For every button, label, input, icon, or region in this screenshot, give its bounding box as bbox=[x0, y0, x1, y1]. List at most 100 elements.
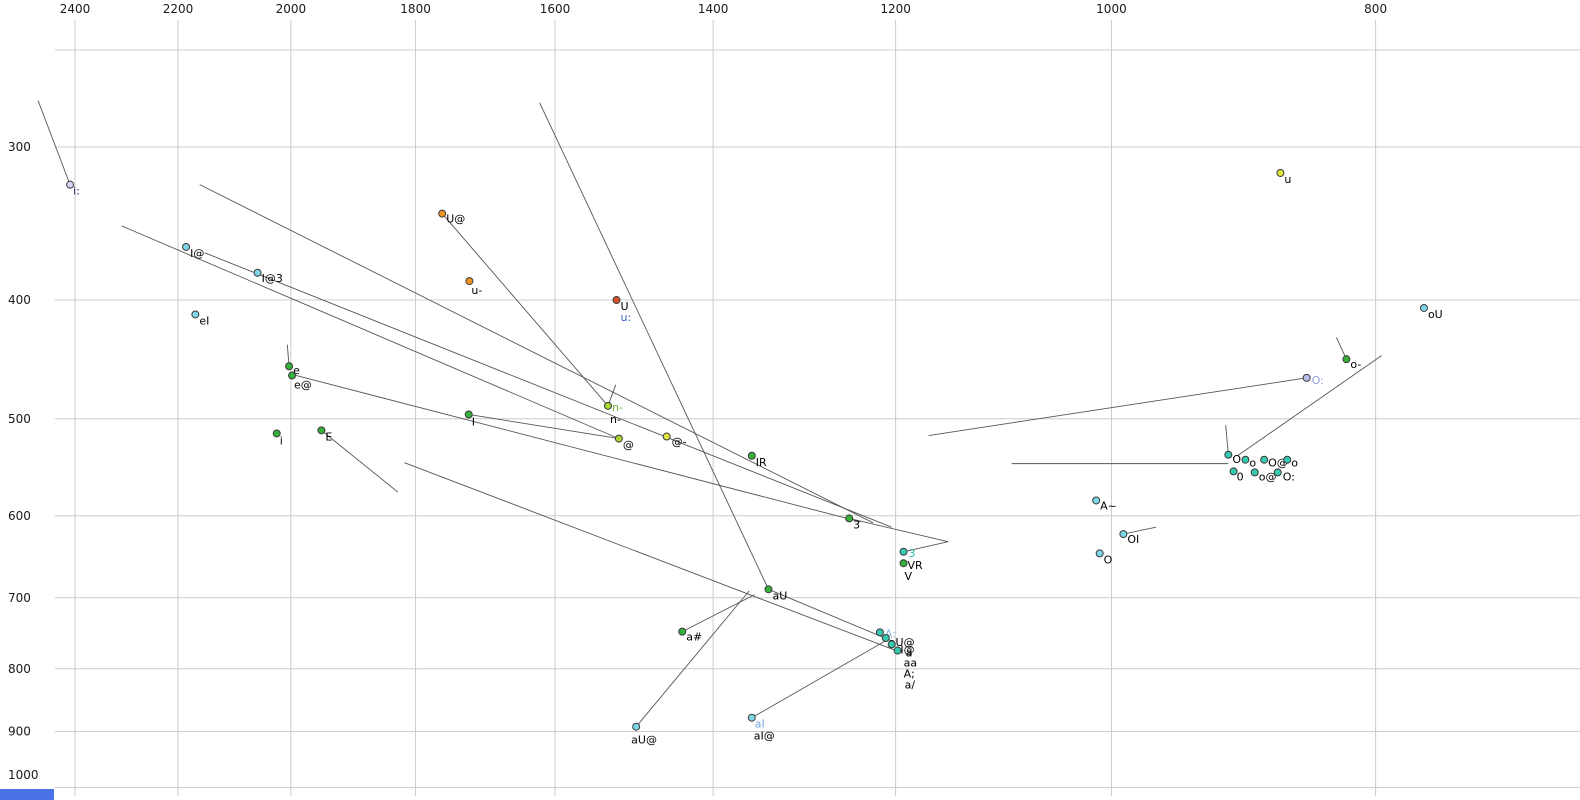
data-point-Oc_Olong[interactable] bbox=[1273, 468, 1282, 477]
point-label-U-1: u: bbox=[621, 311, 632, 324]
data-point-U_at[interactable] bbox=[438, 209, 447, 218]
tick-label-x-2000: 2000 bbox=[276, 2, 307, 16]
data-point-three[interactable] bbox=[845, 514, 854, 523]
trajectory-line-4 bbox=[121, 225, 620, 440]
data-point-A_long[interactable] bbox=[875, 628, 884, 637]
point-label-e_at-0: e@ bbox=[294, 379, 312, 392]
data-point-Oc_oat[interactable] bbox=[1250, 468, 1259, 477]
point-label-VR-1: V bbox=[905, 570, 913, 583]
tick-label-x-1400: 1400 bbox=[698, 2, 729, 16]
data-point-a_hash[interactable] bbox=[678, 627, 687, 636]
point-label-o_bar-0: o- bbox=[1350, 358, 1361, 371]
trajectory-line-7 bbox=[404, 462, 900, 653]
point-label-E-0: E bbox=[325, 430, 332, 443]
tick-label-x-2400: 2400 bbox=[60, 2, 91, 16]
point-label-aU_at-0: aU@ bbox=[631, 734, 657, 747]
data-point-three_b[interactable] bbox=[899, 547, 908, 556]
data-point-aU[interactable] bbox=[764, 585, 773, 594]
data-point-aI_at[interactable] bbox=[747, 713, 756, 722]
trajectory-line-22 bbox=[682, 594, 755, 633]
point-label-U_at-0: U@ bbox=[446, 213, 465, 226]
trajectory-line-6 bbox=[321, 429, 399, 493]
point-label-aI_at-0: aI bbox=[755, 718, 765, 731]
trajectory-line-21 bbox=[635, 590, 750, 728]
point-label-Oc_O-0: O bbox=[1232, 453, 1241, 466]
tick-label-x-1200: 1200 bbox=[880, 2, 911, 16]
data-point-O_long_left[interactable] bbox=[1302, 373, 1311, 382]
data-point-a[interactable] bbox=[893, 646, 902, 655]
data-point-Oc_O[interactable] bbox=[1224, 450, 1233, 459]
data-point-eI[interactable] bbox=[191, 310, 200, 319]
point-label-a-0: a bbox=[906, 647, 913, 660]
trajectory-line-19 bbox=[1123, 526, 1157, 535]
point-label-a-2: A; bbox=[904, 668, 915, 681]
data-point-i_long[interactable] bbox=[66, 180, 75, 189]
trajectory-line-15 bbox=[1335, 337, 1347, 360]
data-point-oU[interactable] bbox=[1419, 303, 1428, 312]
point-label-Oc_oat-0: o@ bbox=[1259, 470, 1277, 483]
tick-label-x-2200: 2200 bbox=[163, 2, 194, 16]
data-point-O_mid[interactable] bbox=[1095, 549, 1104, 558]
data-point-Oc_0[interactable] bbox=[1229, 467, 1238, 476]
data-point-Oc_o2[interactable] bbox=[1283, 455, 1292, 464]
data-point-IR[interactable] bbox=[747, 451, 756, 460]
data-point-I[interactable] bbox=[464, 410, 473, 419]
tick-label-y-600: 600 bbox=[8, 509, 31, 523]
data-point-aI_at_b[interactable] bbox=[887, 640, 896, 649]
point-label-n_bar-1: n- bbox=[610, 413, 621, 426]
data-point-Oc_o1[interactable] bbox=[1241, 455, 1250, 464]
data-point-U[interactable] bbox=[612, 296, 621, 305]
tick-label-x-1000: 1000 bbox=[1096, 2, 1127, 16]
point-label-Oc_o2-0: o bbox=[1291, 457, 1298, 470]
data-point-E[interactable] bbox=[317, 426, 326, 435]
trajectory-line-2 bbox=[199, 184, 874, 524]
data-point-aU_at[interactable] bbox=[632, 722, 641, 731]
trajectory-line-16 bbox=[1225, 425, 1229, 455]
point-label-aI_at-1: aI@ bbox=[754, 730, 775, 743]
point-label-i-0: i bbox=[280, 434, 283, 447]
point-label-aU-0: aU bbox=[773, 589, 788, 602]
trajectory-line-0 bbox=[37, 100, 71, 185]
trajectory-line-8 bbox=[441, 213, 609, 407]
trajectory-line-17 bbox=[849, 517, 949, 543]
point-label-Oc_Olong-0: O: bbox=[1283, 470, 1295, 483]
data-point-aU_at_b[interactable] bbox=[881, 634, 890, 643]
trajectory-line-9 bbox=[468, 414, 619, 440]
trajectory-line-3 bbox=[204, 252, 892, 528]
point-label-a_hash-0: a# bbox=[686, 631, 702, 644]
data-point-n_bar[interactable] bbox=[603, 401, 612, 410]
bottom-left-blue-bar bbox=[0, 789, 54, 800]
trajectory-line-20 bbox=[751, 639, 887, 719]
data-point-at_bar[interactable] bbox=[662, 432, 671, 441]
point-label-VR-0: VR bbox=[908, 559, 924, 572]
point-label-three_b-0: 3 bbox=[909, 547, 916, 560]
data-point-u[interactable] bbox=[1276, 168, 1285, 177]
data-point-I_at_3[interactable] bbox=[253, 268, 262, 277]
data-point-e_at[interactable] bbox=[288, 371, 297, 380]
point-label-Oc_o1-0: o bbox=[1249, 457, 1256, 470]
point-label-O_mid-0: O bbox=[1104, 553, 1113, 566]
data-point-OI[interactable] bbox=[1119, 530, 1128, 539]
tick-label-y-900: 900 bbox=[8, 724, 31, 738]
data-point-i[interactable] bbox=[272, 429, 281, 438]
data-point-A_tilde[interactable] bbox=[1092, 496, 1101, 505]
data-point-e[interactable] bbox=[285, 362, 294, 371]
data-point-u_bar[interactable] bbox=[465, 277, 474, 286]
data-point-VR[interactable] bbox=[899, 559, 908, 568]
data-point-at[interactable] bbox=[614, 434, 623, 443]
data-point-Oc_Oat[interactable] bbox=[1260, 455, 1269, 464]
point-label-three-0: 3 bbox=[853, 518, 860, 531]
trajectory-line-14 bbox=[1237, 355, 1382, 457]
point-label-A_tilde-0: A~ bbox=[1100, 499, 1117, 512]
data-point-o_bar[interactable] bbox=[1342, 355, 1351, 364]
point-label-I_at_3-0: I@3 bbox=[262, 272, 283, 285]
trajectory-line-5 bbox=[291, 373, 861, 523]
point-label-n_bar-0: n- bbox=[612, 401, 623, 414]
point-label-I-0: I bbox=[472, 415, 475, 428]
point-label-u_bar-0: u- bbox=[471, 284, 482, 297]
tick-label-y-1000: 1000 bbox=[8, 768, 39, 782]
data-point-I_at[interactable] bbox=[182, 242, 191, 251]
point-label-A_long-0: A: bbox=[885, 627, 896, 640]
